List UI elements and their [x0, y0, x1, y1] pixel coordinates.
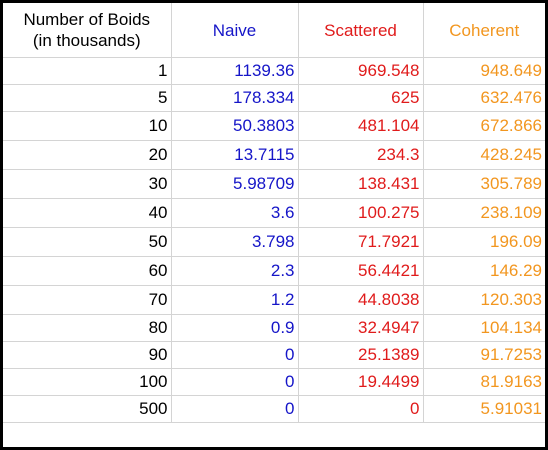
header-scattered[interactable]: Scattered — [298, 3, 424, 58]
cell-number-of-boids[interactable]: 70 — [3, 285, 172, 315]
cell-scattered[interactable]: 71.7921 — [298, 227, 424, 257]
cell-scattered[interactable]: 625 — [298, 84, 424, 112]
cell-naive[interactable]: 50.3803 — [171, 111, 299, 141]
cell-number-of-boids[interactable]: 90 — [3, 341, 172, 369]
header-number-of-boids-line1: Number of Boids — [23, 10, 151, 29]
cell-scattered[interactable]: 234.3 — [298, 140, 424, 170]
header-row: Number of Boids (in thousands) Naive Sca… — [3, 3, 545, 58]
table-row: 10 50.3803 481.104 672.866 — [3, 111, 545, 141]
cell-scattered[interactable]: 25.1389 — [298, 341, 424, 369]
cell-scattered[interactable]: 969.548 — [298, 57, 424, 85]
cell-number-of-boids[interactable]: 100 — [3, 368, 172, 396]
cell-coherent[interactable]: 120.303 — [423, 285, 545, 315]
cell-scattered[interactable]: 44.8038 — [298, 285, 424, 315]
cell-coherent[interactable]: 238.109 — [423, 198, 545, 228]
cell-coherent[interactable]: 428.245 — [423, 140, 545, 170]
header-number-of-boids[interactable]: Number of Boids (in thousands) — [3, 3, 172, 58]
table-row: 80 0.9 32.4947 104.134 — [3, 314, 545, 342]
cell-scattered[interactable]: 0 — [298, 395, 424, 423]
cell-number-of-boids[interactable]: 30 — [3, 169, 172, 199]
table-row: 500 0 0 5.91031 — [3, 395, 545, 423]
cell-number-of-boids[interactable]: 5 — [3, 84, 172, 112]
cell-number-of-boids[interactable]: 80 — [3, 314, 172, 342]
cell-coherent[interactable]: 948.649 — [423, 57, 545, 85]
cell-number-of-boids[interactable]: 60 — [3, 256, 172, 286]
cell-scattered[interactable]: 100.275 — [298, 198, 424, 228]
cell-coherent[interactable]: 146.29 — [423, 256, 545, 286]
table-row: 5 178.334 625 632.476 — [3, 84, 545, 112]
table-row: 30 5.98709 138.431 305.789 — [3, 169, 545, 199]
header-number-of-boids-line2: (in thousands) — [32, 31, 141, 50]
table-row: 50 3.798 71.7921 196.09 — [3, 227, 545, 257]
table-row: 1 1139.36 969.548 948.649 — [3, 57, 545, 85]
cell-number-of-boids[interactable]: 50 — [3, 227, 172, 257]
cell-naive[interactable]: 178.334 — [171, 84, 299, 112]
table-row: 70 1.2 44.8038 120.303 — [3, 285, 545, 315]
cell-number-of-boids[interactable]: 500 — [3, 395, 172, 423]
cell-naive[interactable]: 3.6 — [171, 198, 299, 228]
cell-scattered[interactable]: 481.104 — [298, 111, 424, 141]
table-row: 20 13.7115 234.3 428.245 — [3, 140, 545, 170]
cell-naive[interactable]: 5.98709 — [171, 169, 299, 199]
table-row: 40 3.6 100.275 238.109 — [3, 198, 545, 228]
cell-coherent[interactable]: 91.7253 — [423, 341, 545, 369]
cell-number-of-boids[interactable]: 40 — [3, 198, 172, 228]
table-body: 1 1139.36 969.548 948.649 5 178.334 625 632.476… — [3, 57, 545, 423]
cell-naive[interactable]: 0 — [171, 341, 299, 369]
cell-coherent[interactable]: 104.134 — [423, 314, 545, 342]
cell-naive[interactable]: 13.7115 — [171, 140, 299, 170]
cell-number-of-boids[interactable]: 10 — [3, 111, 172, 141]
cell-naive[interactable]: 1139.36 — [171, 57, 299, 85]
cell-scattered[interactable]: 56.4421 — [298, 256, 424, 286]
cell-naive[interactable]: 0.9 — [171, 314, 299, 342]
cell-naive[interactable]: 2.3 — [171, 256, 299, 286]
header-coherent[interactable]: Coherent — [423, 3, 545, 58]
cell-scattered[interactable]: 32.4947 — [298, 314, 424, 342]
cell-coherent[interactable]: 305.789 — [423, 169, 545, 199]
table-row: 100 0 19.4499 81.9163 — [3, 368, 545, 396]
cell-coherent[interactable]: 196.09 — [423, 227, 545, 257]
cell-naive[interactable]: 1.2 — [171, 285, 299, 315]
table-header: Number of Boids (in thousands) Naive Sca… — [3, 3, 545, 58]
boids-performance-table: Number of Boids (in thousands) Naive Sca… — [3, 3, 545, 423]
cell-naive[interactable]: 0 — [171, 395, 299, 423]
cell-coherent[interactable]: 632.476 — [423, 84, 545, 112]
table-row: 60 2.3 56.4421 146.29 — [3, 256, 545, 286]
cell-coherent[interactable]: 5.91031 — [423, 395, 545, 423]
table-row: 90 0 25.1389 91.7253 — [3, 341, 545, 369]
cell-number-of-boids[interactable]: 1 — [3, 57, 172, 85]
cell-naive[interactable]: 0 — [171, 368, 299, 396]
cell-scattered[interactable]: 138.431 — [298, 169, 424, 199]
cell-coherent[interactable]: 81.9163 — [423, 368, 545, 396]
header-naive[interactable]: Naive — [171, 3, 299, 58]
cell-scattered[interactable]: 19.4499 — [298, 368, 424, 396]
cell-number-of-boids[interactable]: 20 — [3, 140, 172, 170]
cell-coherent[interactable]: 672.866 — [423, 111, 545, 141]
cell-naive[interactable]: 3.798 — [171, 227, 299, 257]
